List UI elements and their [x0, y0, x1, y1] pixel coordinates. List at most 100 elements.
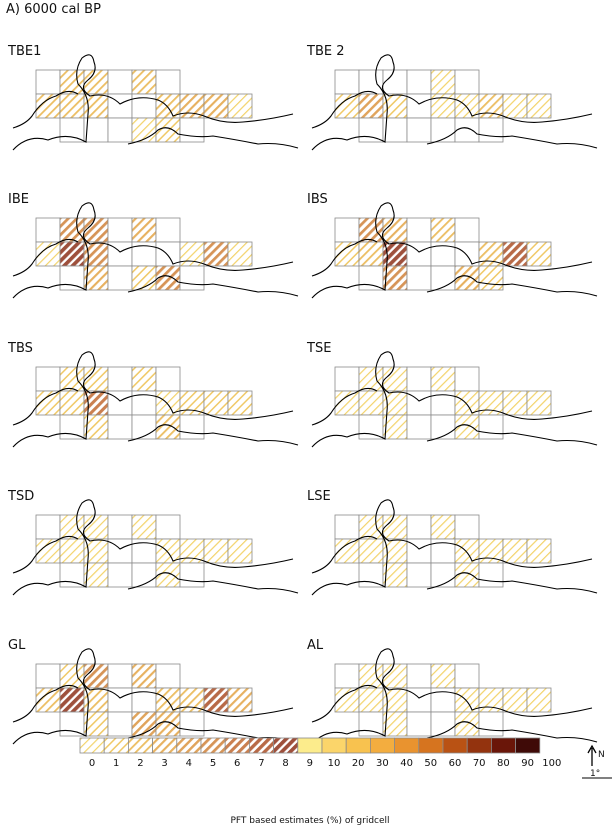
- grid-cell: [179, 562, 205, 588]
- grid-cell: [35, 514, 61, 540]
- country-border: [426, 127, 598, 149]
- panel-label: TSD: [8, 489, 35, 504]
- grid-cell: [478, 711, 504, 737]
- grid-cell: [227, 538, 253, 564]
- map-panel-tse: TSE: [307, 341, 607, 459]
- country-border: [311, 54, 593, 151]
- grid-cell: [131, 414, 157, 440]
- country-border: [12, 202, 294, 299]
- north-arrow-icon: [587, 744, 597, 766]
- grid-cell: [526, 241, 552, 267]
- grid-cell: [107, 562, 133, 588]
- legend-tick-label: 0: [88, 758, 96, 769]
- legend-swatch: [176, 737, 202, 754]
- country-border: [426, 275, 598, 297]
- legend-swatch: [224, 737, 250, 754]
- country-border: [311, 648, 593, 745]
- grid-cell: [430, 265, 456, 291]
- grid-cell: [59, 241, 85, 267]
- legend-tick-label: 60: [448, 758, 462, 769]
- grid-cell: [334, 217, 360, 243]
- map-grid: [12, 351, 299, 448]
- grid-cell: [454, 117, 480, 143]
- grid-cell: [107, 69, 133, 95]
- grid-cell: [478, 538, 504, 564]
- grid-cell: [454, 514, 480, 540]
- grid-cell: [406, 663, 432, 689]
- grid-cell: [227, 93, 253, 119]
- grid-cell: [179, 265, 205, 291]
- grid-cell: [155, 241, 181, 267]
- country-border: [426, 424, 598, 446]
- grid-cell: [454, 265, 480, 291]
- grid-cell: [358, 217, 384, 243]
- grid-cell: [382, 514, 408, 540]
- grid-cell: [430, 69, 456, 95]
- legend-tick-label: 6: [234, 758, 241, 769]
- grid-cell: [83, 217, 109, 243]
- grid-cell: [131, 265, 157, 291]
- grid-cell: [59, 117, 85, 143]
- north-arrow-label: N: [598, 750, 605, 760]
- grid-cell: [227, 241, 253, 267]
- grid-cell: [406, 390, 432, 416]
- grid-cell: [155, 514, 181, 540]
- legend-swatch: [466, 737, 492, 754]
- grid-cell: [155, 366, 181, 392]
- country-border: [12, 535, 79, 574]
- legend-tick-label: 10: [327, 758, 341, 769]
- grid-cell: [59, 93, 85, 119]
- country-border: [426, 721, 598, 743]
- grid-cell: [334, 69, 360, 95]
- grid-cell: [454, 241, 480, 267]
- grid-cell: [358, 265, 384, 291]
- grid-cell: [406, 69, 432, 95]
- grid-cell: [35, 217, 61, 243]
- grid-cell: [59, 414, 85, 440]
- map-panel-gl: GL: [8, 638, 308, 756]
- country-border: [311, 499, 593, 596]
- grid-cell: [59, 366, 85, 392]
- legend-swatch: [273, 737, 299, 754]
- grid-cell: [334, 366, 360, 392]
- country-border: [311, 684, 378, 723]
- legend-tick-label: 1: [113, 758, 120, 769]
- grid-cell: [131, 711, 157, 737]
- grid-cell: [155, 390, 181, 416]
- grid-cell: [406, 265, 432, 291]
- legend-tick-label: 90: [521, 758, 534, 769]
- grid-cell: [59, 711, 85, 737]
- country-border: [12, 238, 79, 277]
- grid-cell: [155, 687, 181, 713]
- grid-cell: [358, 538, 384, 564]
- grid-cell: [83, 663, 109, 689]
- legend-swatch: [490, 737, 516, 754]
- grid-cell: [35, 366, 61, 392]
- legend-tick-label: 30: [376, 758, 389, 769]
- country-border: [12, 54, 294, 151]
- grid-cell: [107, 711, 133, 737]
- country-border: [12, 387, 79, 426]
- legend-tick-label: 5: [209, 758, 217, 769]
- legend-tick-label: 70: [472, 758, 486, 769]
- grid-cell: [430, 366, 456, 392]
- country-border: [127, 275, 299, 297]
- map-panel-al: AL: [307, 638, 607, 756]
- grid-cell: [227, 687, 253, 713]
- country-border: [12, 684, 79, 723]
- country-border: [311, 351, 593, 448]
- legend-swatch: [152, 737, 178, 754]
- grid-cell: [203, 687, 229, 713]
- grid-cell: [454, 562, 480, 588]
- grid-cell: [83, 711, 109, 737]
- grid-cell: [358, 390, 384, 416]
- grid-cell: [131, 217, 157, 243]
- legend-bar: [79, 737, 612, 779]
- grid-cell: [59, 217, 85, 243]
- map-panel-lse: LSE: [307, 489, 607, 607]
- grid-cell: [502, 93, 528, 119]
- panel-label: TBS: [8, 341, 33, 356]
- grid-cell: [502, 390, 528, 416]
- country-border: [127, 127, 299, 149]
- country-border: [311, 90, 378, 129]
